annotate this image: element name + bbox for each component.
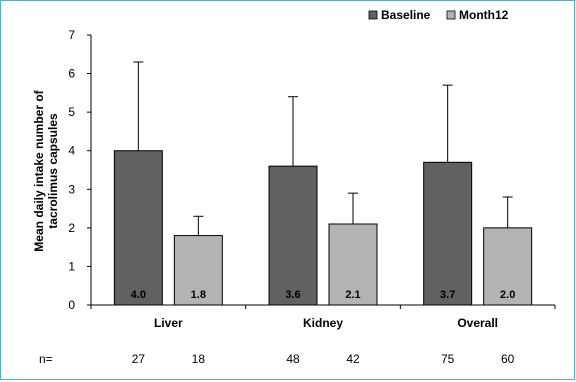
x-category-label: Kidney [303, 316, 343, 330]
legend-label: Baseline [381, 8, 431, 22]
sample-size-value: 42 [346, 352, 360, 366]
y-tick-label: 6 [68, 67, 75, 81]
legend: Baseline Month12 [368, 8, 509, 22]
bar [328, 223, 378, 306]
legend-swatch [446, 10, 456, 20]
x-category-label: Overall [457, 316, 498, 330]
y-axis-label-line: tacrolimus capsules [46, 113, 60, 229]
bar-value-label: 4.0 [131, 289, 146, 301]
bar [268, 165, 318, 306]
axes: 0 1 2 3 4 5 6 7 Liver Kidney Overall [68, 28, 556, 330]
sample-size-value: 48 [286, 352, 300, 366]
x-category-label: Liver [154, 316, 183, 330]
bar-value-label: 2.0 [500, 289, 515, 301]
bar [113, 150, 163, 306]
n-label: n= [39, 352, 53, 366]
sample-size-row: n= 27 18 48 42 75 60 [39, 352, 515, 366]
sample-size-value: 60 [501, 352, 515, 366]
y-tick-label: 1 [68, 259, 75, 273]
y-axis-label-line: Mean daily intake number of [32, 89, 46, 251]
bar [423, 161, 473, 306]
sample-size-value: 75 [441, 352, 455, 366]
legend-swatch [368, 10, 378, 20]
bars: 4.0 1.8 3.6 2.1 3.7 2.0 [113, 61, 533, 306]
y-tick-label: 5 [68, 105, 75, 119]
y-tick-label: 4 [68, 144, 75, 158]
bar-value-label: 1.8 [191, 289, 206, 301]
sample-size-value: 27 [132, 352, 146, 366]
y-tick-label: 2 [68, 221, 75, 235]
y-tick-label: 0 [68, 298, 75, 312]
legend-label: Month12 [459, 8, 509, 22]
bar [483, 227, 533, 306]
bar-value-label: 2.1 [345, 289, 360, 301]
y-tick-label: 3 [68, 182, 75, 196]
bar-value-label: 3.7 [440, 289, 455, 301]
sample-size-value: 18 [192, 352, 206, 366]
y-axis-label: Mean daily intake number of tacrolimus ca… [32, 89, 60, 251]
y-tick-label: 7 [68, 28, 75, 42]
bar [173, 235, 223, 306]
bar-value-label: 3.6 [285, 289, 300, 301]
